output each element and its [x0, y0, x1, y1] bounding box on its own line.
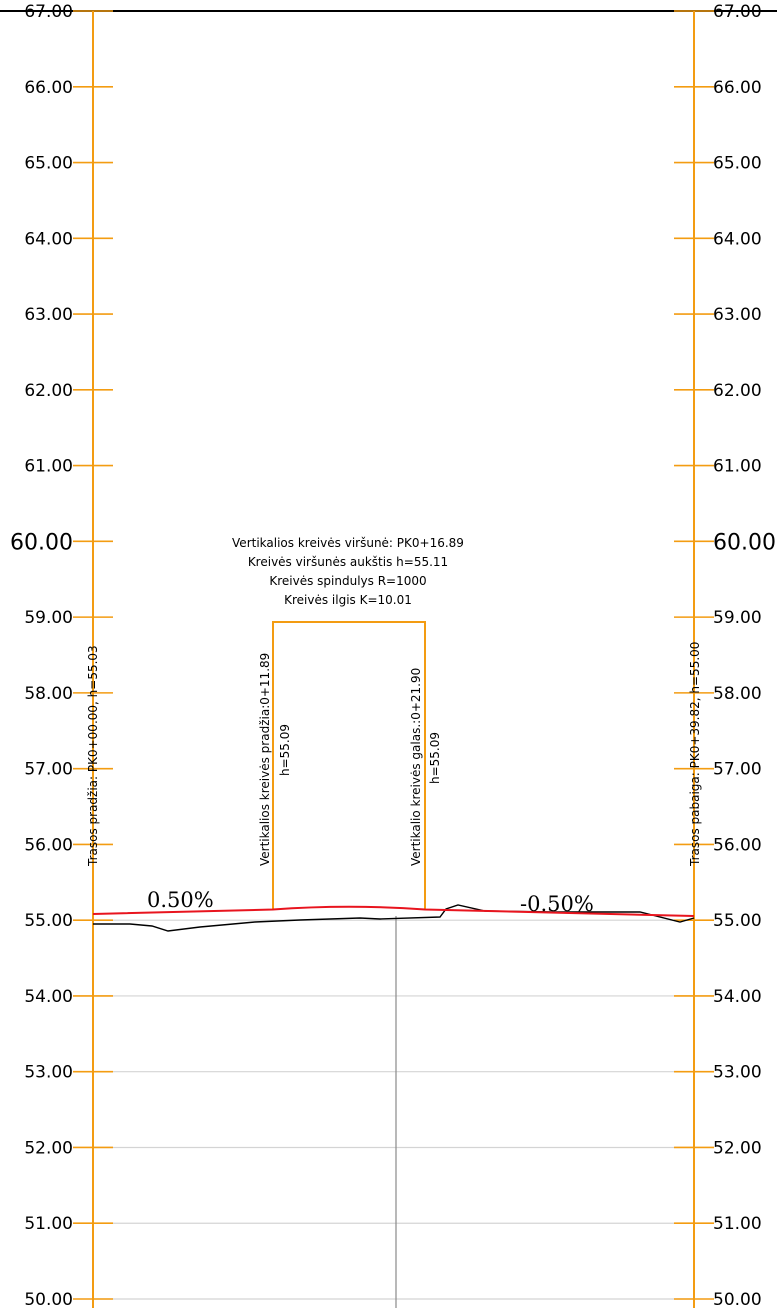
left-axis-label: 59.00 — [24, 608, 73, 628]
vertical-curve-marker — [272, 621, 426, 909]
axis-ticks — [73, 10, 714, 1300]
left-axis-label: 65.00 — [24, 154, 73, 174]
right-axis-label: 62.00 — [713, 381, 762, 401]
curve-summary-line-2: Kreivės viršunės aukštis h=55.11 — [248, 555, 448, 569]
grid-lines — [93, 919, 694, 1300]
left-axis-label: 67.00 — [24, 2, 73, 22]
curve-start-label: Vertikalios kreivės pradžia:0+11.89 — [258, 653, 272, 866]
grade-right: -0.50% — [520, 892, 594, 916]
right-axis-label: 59.00 — [713, 608, 762, 628]
curve-summary-line-3: Kreivės spindulys R=1000 — [269, 574, 426, 588]
right-axis-label: 66.00 — [713, 78, 762, 98]
right-axis-label: 51.00 — [713, 1214, 762, 1234]
right-axis-label: 55.00 — [713, 911, 762, 931]
right-axis-label: 52.00 — [713, 1138, 762, 1158]
grade-left: 0.50% — [147, 888, 214, 912]
left-axis-label: 58.00 — [24, 684, 73, 704]
left-axis-label: 55.00 — [24, 911, 73, 931]
left-axis-label: 62.00 — [24, 381, 73, 401]
right-axis-label: 65.00 — [713, 154, 762, 174]
curve-start-height: h=55.09 — [278, 724, 292, 776]
right-axis-label: 56.00 — [713, 835, 762, 855]
design-line — [92, 905, 695, 917]
left-axis-label: 66.00 — [24, 78, 73, 98]
curve-summary-line-4: Kreivės ilgis K=10.01 — [284, 593, 412, 607]
left-axis-label: 56.00 — [24, 835, 73, 855]
curve-end-label: Vertikalio kreivės galas.:0+21.90 — [409, 668, 423, 866]
axis-labels: 67.00 67.00 66.00 66.00 65.00 65.00 64.00 64.00… — [10, 2, 776, 1308]
route-end-label: Trasos pabaiga: PK0+39.82, h=55.00 — [688, 642, 702, 867]
right-axis-label: 58.00 — [713, 684, 762, 704]
right-axis-label: 67.00 — [713, 2, 762, 22]
left-axis-label: 57.00 — [24, 760, 73, 780]
right-axis-label: 60.00 — [713, 530, 776, 555]
left-axis-label: 54.00 — [24, 987, 73, 1007]
left-axis-label: 64.00 — [24, 229, 73, 249]
left-axis-label: 63.00 — [24, 305, 73, 325]
left-axis-label: 50.00 — [24, 1290, 73, 1308]
right-axis-label: 64.00 — [713, 229, 762, 249]
right-axis-label: 53.00 — [713, 1063, 762, 1083]
left-axis-label: 61.00 — [24, 457, 73, 477]
right-axis-label: 61.00 — [713, 457, 762, 477]
left-axis-label: 52.00 — [24, 1138, 73, 1158]
ground-line — [93, 904, 695, 932]
left-axis-label: 60.00 — [10, 530, 73, 555]
right-axis-label: 54.00 — [713, 987, 762, 1007]
right-axis-label: 50.00 — [713, 1290, 762, 1308]
right-axis-label: 57.00 — [713, 760, 762, 780]
curve-end-height: h=55.09 — [428, 732, 442, 784]
route-start-label: Trasos pradžia: PK0+00.00, h=55.03 — [86, 645, 100, 867]
left-axis-label: 53.00 — [24, 1063, 73, 1083]
curve-summary-line-1: Vertikalios kreivės viršunė: PK0+16.89 — [232, 536, 464, 550]
right-axis-label: 63.00 — [713, 305, 762, 325]
left-axis-label: 51.00 — [24, 1214, 73, 1234]
